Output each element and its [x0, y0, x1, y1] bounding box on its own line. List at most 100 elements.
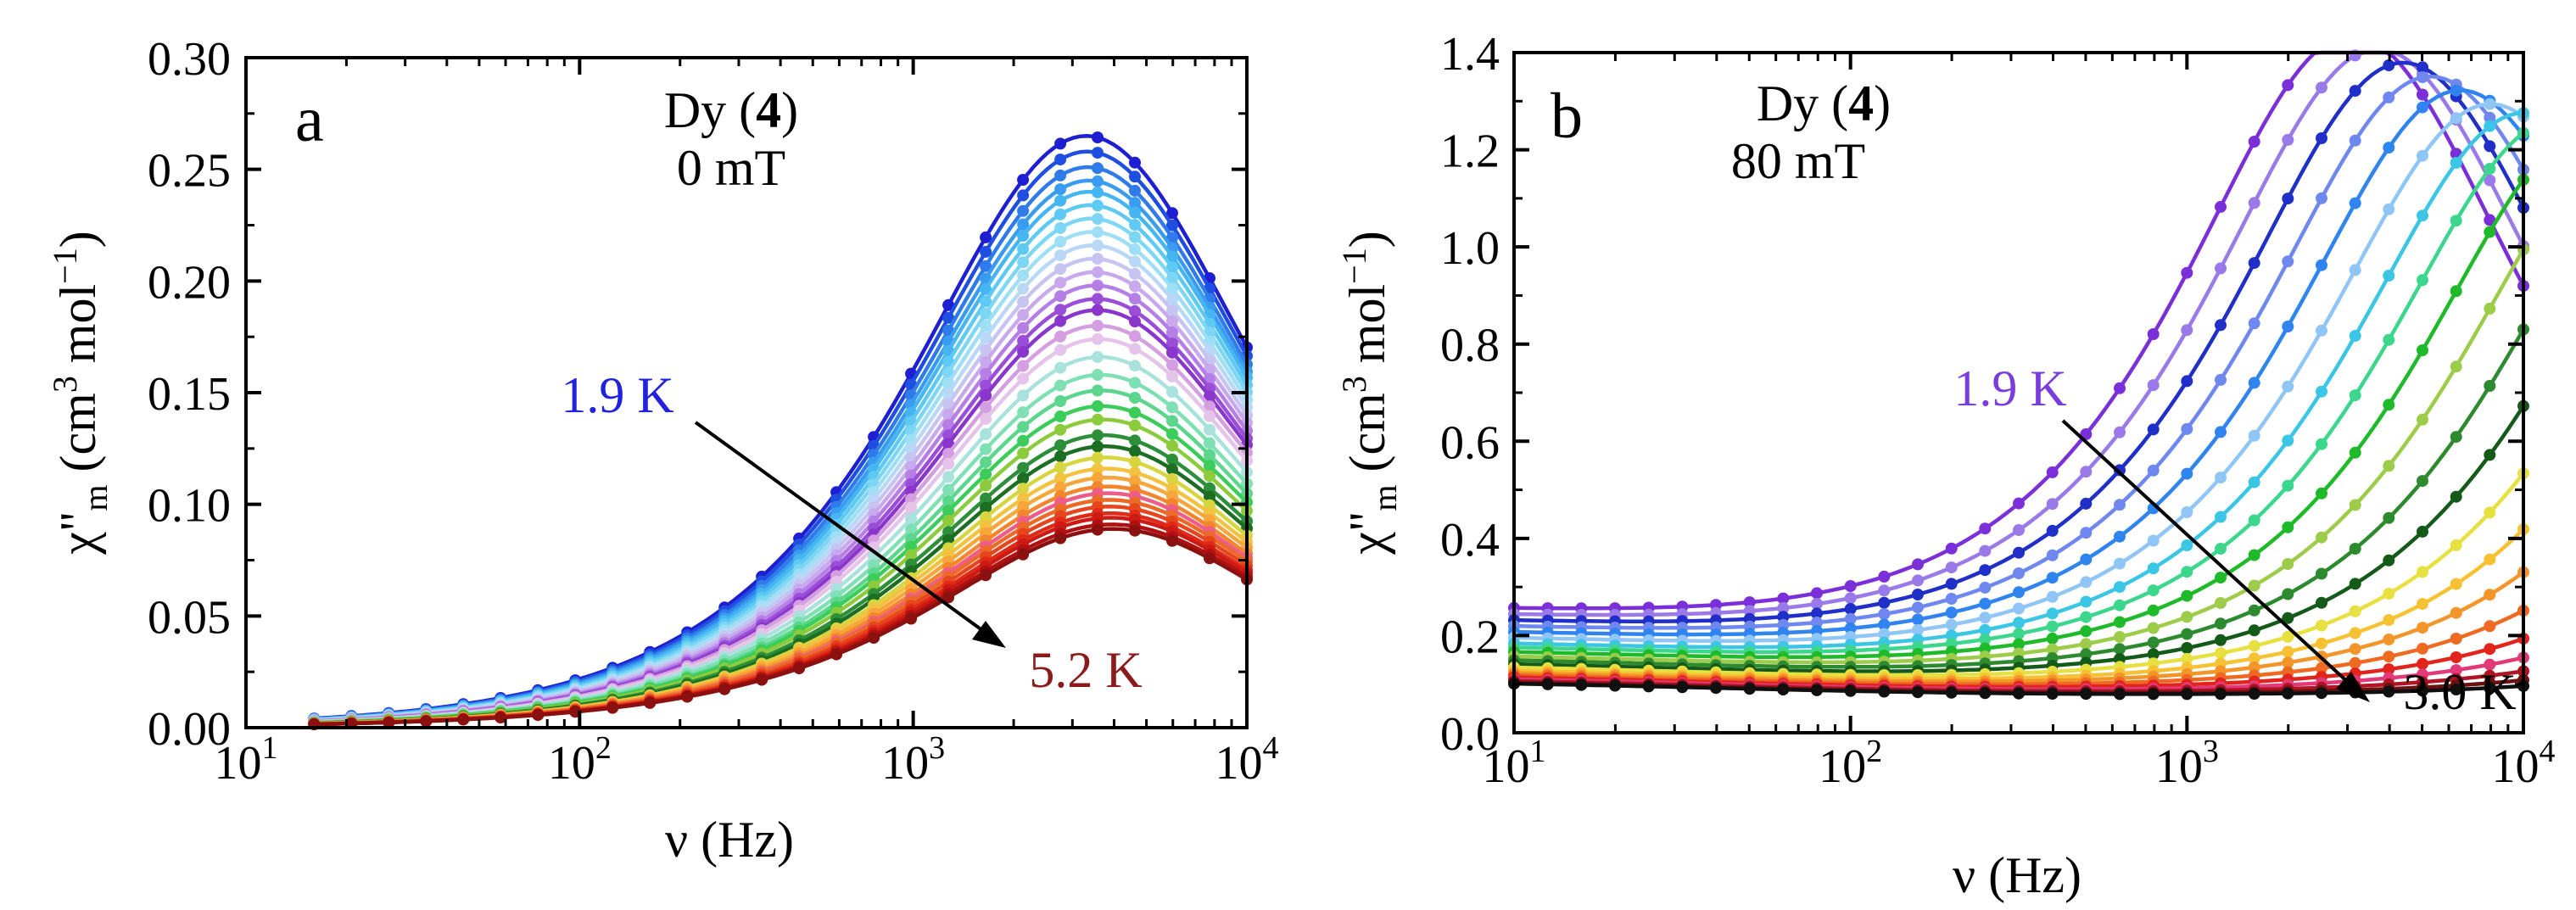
panel-a-series-point [1129, 315, 1141, 328]
panel-a-series-point [1092, 451, 1104, 464]
panel-a-series-point [1017, 372, 1030, 385]
panel-a-series-point [1129, 219, 1141, 232]
panel-b-series-point [1945, 561, 1958, 574]
panel-a-series-point [718, 683, 731, 695]
panel-a-series-point [1129, 343, 1141, 355]
panel-b-series-point [2114, 499, 2126, 511]
panel-b-series-point [2248, 652, 2260, 665]
panel-b-series-point [2248, 514, 2260, 527]
panel-a-series-point [980, 307, 992, 320]
panel-b-series-point [1575, 678, 1588, 691]
panel-a-series-point [1166, 304, 1178, 316]
panel-b-series-point [2248, 688, 2260, 700]
panel-a-series-point [1204, 400, 1215, 413]
panel-b-series-point [2181, 324, 2193, 337]
panel-b-series-point [2114, 581, 2126, 594]
panel-a-series-point [1017, 360, 1030, 372]
panel-a-series-point [1129, 419, 1141, 432]
panel-b-series-point [2316, 637, 2327, 650]
panel-b-series-point [1979, 522, 1992, 535]
panel-a-series-point [1092, 304, 1104, 316]
panel-b-series-point [2282, 558, 2294, 570]
panel-b-series-point [2349, 656, 2361, 669]
panel-a-series-point [980, 569, 992, 582]
panel-a-series-point [1054, 290, 1067, 303]
panel-b-series-point [1912, 574, 1924, 587]
panel-b-series-point [1979, 687, 1992, 700]
panel-b-series-point [2349, 264, 2361, 276]
panel-b-series-point [1844, 622, 1857, 634]
panel-a-series-point [1054, 221, 1067, 234]
panel-b-series-point [2450, 215, 2462, 227]
panel-b-series-point [2215, 426, 2227, 438]
panel-a-series-point [1054, 249, 1067, 262]
panel-b-x-axis-label: ν (Hz) [1953, 847, 2081, 903]
panel-b-series-point [2349, 330, 2361, 342]
panel-b-series-point [2484, 111, 2496, 124]
panel-b-series-point [2080, 553, 2093, 566]
panel-a-series-point [1054, 276, 1067, 289]
panel-b-series-point [2248, 624, 2260, 637]
panel-b-series-point [2181, 611, 2193, 623]
panel-a-series-point [980, 343, 992, 356]
panel-a-x-tick-label: 103 [881, 730, 945, 790]
panel-b-series-point [1777, 601, 1790, 614]
panel-b-series-point [1912, 601, 1924, 614]
panel-a-series-point [1054, 330, 1067, 343]
panel-b-series-point [1979, 611, 1992, 624]
panel-a-series-point [980, 427, 992, 440]
panel-a-series-point [1017, 269, 1030, 282]
panel-b-series-point [2450, 490, 2462, 503]
panel-b-annotation-start: 1.9 K [1953, 360, 2066, 416]
panel-a-series-point [1092, 293, 1104, 305]
panel-a-series-point [905, 501, 918, 514]
panel-a-series-point [1166, 326, 1178, 338]
panel-b-series-point [2114, 599, 2126, 611]
panel-b-series-point [2417, 344, 2428, 356]
panel-b-series-point [1979, 564, 1992, 577]
panel-a-series-point [1092, 429, 1104, 442]
panel-b-series-point [2450, 606, 2462, 619]
panel-b-series-point [1945, 686, 1958, 699]
panel-b-y-axis-label: χ"m (cm3 mol−1) [1335, 231, 1404, 555]
panel-b-series-point [1777, 611, 1790, 623]
panel-b-series-point [1844, 580, 1857, 592]
panel-b-series-point [1912, 686, 1924, 699]
panel-b-series-point [2282, 588, 2294, 600]
panel-b-series-point [2181, 628, 2193, 640]
panel-a-series-point [1129, 330, 1141, 343]
panel-b-series-point [2417, 71, 2428, 84]
panel-a-series-point [1166, 282, 1178, 295]
panel-a-series-point [1166, 415, 1178, 427]
panel-b-series-point [2282, 479, 2294, 492]
panel-a-series-point [905, 540, 918, 553]
panel-b-series-point [2215, 262, 2227, 275]
panel-a-y-tick-label: 0.20 [148, 256, 231, 309]
panel-a-series-point [1017, 492, 1030, 505]
panel-a-y-tick-label: 0.25 [148, 145, 231, 198]
panel-b-series-point [2147, 379, 2160, 392]
panel-a-series-point [1017, 204, 1030, 217]
panel-a-series-point [1204, 410, 1215, 422]
panel-a-series-point [1166, 463, 1178, 476]
panel-b-series-point [2282, 630, 2294, 643]
panel-a-series-point [942, 526, 955, 539]
panel-b-series-point [2282, 656, 2294, 669]
panel-b-series-point [2080, 576, 2093, 589]
panel-a-series-point [1092, 384, 1104, 397]
panel-b-series-point [2215, 688, 2227, 701]
panel-b-series-point [1979, 642, 1992, 655]
panel-b-series-line [1513, 248, 2525, 665]
panel-a-series-point [1017, 189, 1030, 202]
panel-a-series-point [980, 479, 992, 492]
panel-a-series-point [1054, 169, 1067, 181]
panel-b-series-point [2450, 578, 2462, 590]
panel-b-series-point [2046, 607, 2059, 620]
panel-b-series-point [2417, 61, 2428, 74]
panel-a-series-point [1054, 410, 1067, 422]
panel-a-series-point [1092, 413, 1104, 426]
panel-b-series-point [2383, 460, 2395, 472]
panel-b-series-point [2383, 399, 2395, 411]
panel-a-series-point [1129, 197, 1141, 209]
panel-b-series-point [2248, 579, 2260, 592]
